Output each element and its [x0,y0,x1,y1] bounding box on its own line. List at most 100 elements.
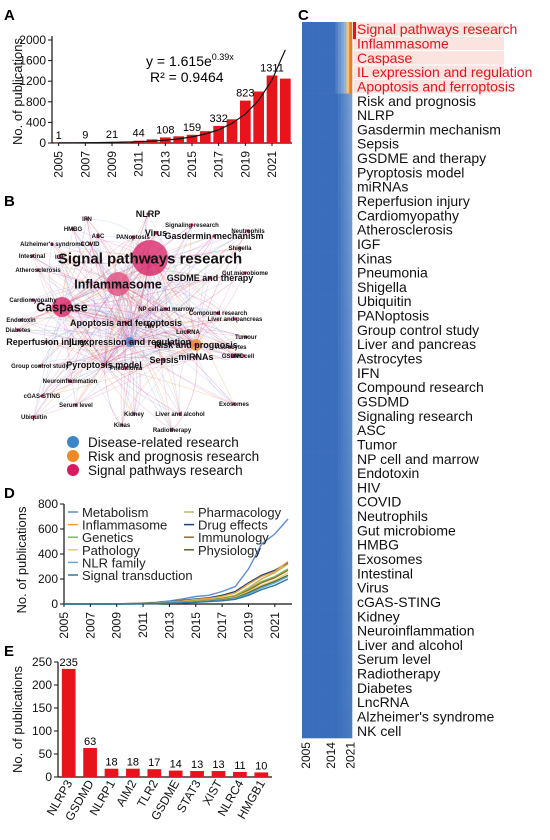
network-edge [75,322,127,406]
network-node [231,354,235,358]
network-edge [117,247,241,285]
heatmap-cell [315,365,319,381]
heatmap-cell [307,322,311,338]
heatmap-cell [310,437,314,452]
heatmap-cell [304,508,308,524]
heatmap-cell [310,480,314,495]
network-edge [103,364,173,431]
heatmap-cell [318,437,322,452]
heatmap-cell [307,623,311,639]
legend-label: Disease-related research [88,435,239,450]
heatmap-cell [302,122,306,137]
heatmap-cell [338,637,342,653]
heatmap-cell [315,22,319,37]
heatmap-cell [315,637,319,653]
heatmap-row-label: Astrocytes [357,351,422,367]
bar [104,768,119,777]
network-node [190,223,194,227]
heatmap-cell [324,36,328,51]
heatmap-cell [346,236,350,252]
heatmap-cell [343,394,347,409]
network-node-label: COVID [80,242,100,248]
heatmap-cell [332,537,336,553]
heatmap-row-label: GSDME and therapy [357,150,486,166]
network-node-label: Inflammasome [74,277,162,291]
heatmap-cell [338,93,342,109]
heatmap-cell [302,308,306,324]
heatmap-cell [310,236,314,252]
heatmap-cell [329,380,333,395]
heatmap-cell [329,179,333,195]
heatmap-cell [324,652,328,667]
heatmap-cell [329,709,333,724]
heatmap-cell [307,351,311,366]
heatmap-cell [304,666,308,682]
heatmap-cell [327,150,331,166]
heatmap-cell [318,251,322,266]
network-edge [121,344,197,426]
network-edge [129,318,236,343]
network-edge [61,305,189,333]
network-edge [121,341,132,426]
network-node-label: Virus [145,228,167,238]
heatmap-cell [321,537,325,553]
heatmap-cell [321,265,325,281]
heatmap-cell [321,680,325,696]
heatmap-cell [332,136,336,152]
heatmap-cell [315,279,319,295]
heatmap-cell [332,695,336,710]
heatmap-cell [321,322,325,338]
heatmap-cell [335,165,339,180]
heatmap-cell [349,251,353,266]
network-node [229,345,233,349]
network-edge [61,277,211,308]
heatmap-cell [349,337,353,352]
heatmap-cell [304,695,308,710]
network-node-label: PANoptosis [116,235,150,241]
heatmap-cell [335,50,339,66]
x-tick-label: 2021 [265,151,279,178]
heatmap-cell [335,36,339,51]
heatmap-cell [313,465,317,481]
network-edge [103,364,123,426]
heatmap-cell [346,79,350,94]
heatmap-cell [329,695,333,710]
heatmap-cell [327,236,331,252]
network-edge [103,247,241,366]
heatmap-cell [349,695,353,710]
network-edge [117,283,234,357]
heatmap-cell [302,265,306,281]
heatmap-cell [332,652,336,667]
network-edge [61,306,127,369]
heatmap-cell [346,465,350,481]
heatmap-cell [321,79,325,94]
heatmap-cell [318,609,322,624]
heatmap-cell [307,136,311,152]
heatmap-row-label: Diabetes [357,680,412,696]
heatmap-cell [327,680,331,696]
legend-marker [67,436,79,448]
heatmap-cell [304,93,308,109]
heatmap-cell [343,79,347,94]
heatmap-cell [313,36,317,51]
heatmap-cell [321,150,325,166]
heatmap-cell [304,251,308,266]
heatmap-cell [302,709,306,724]
heatmap-cell [304,480,308,495]
heatmap-cell [310,150,314,166]
heatmap-cell [313,222,317,238]
network-edge [195,235,215,346]
heatmap-cell [346,365,350,381]
heatmap-cell [340,265,344,281]
heatmap-cell [332,637,336,653]
heatmap-cell [343,723,347,739]
heatmap-cell [313,322,317,338]
heatmap-cell [310,308,314,324]
network-edge [125,307,219,324]
heatmap-cell [327,465,331,481]
heatmap-row-label: Neuroinflammation [357,623,475,639]
heatmap-cell [310,580,314,596]
heatmap-cell [304,236,308,252]
heatmap-cell [349,408,353,424]
heatmap-cell [329,322,333,338]
